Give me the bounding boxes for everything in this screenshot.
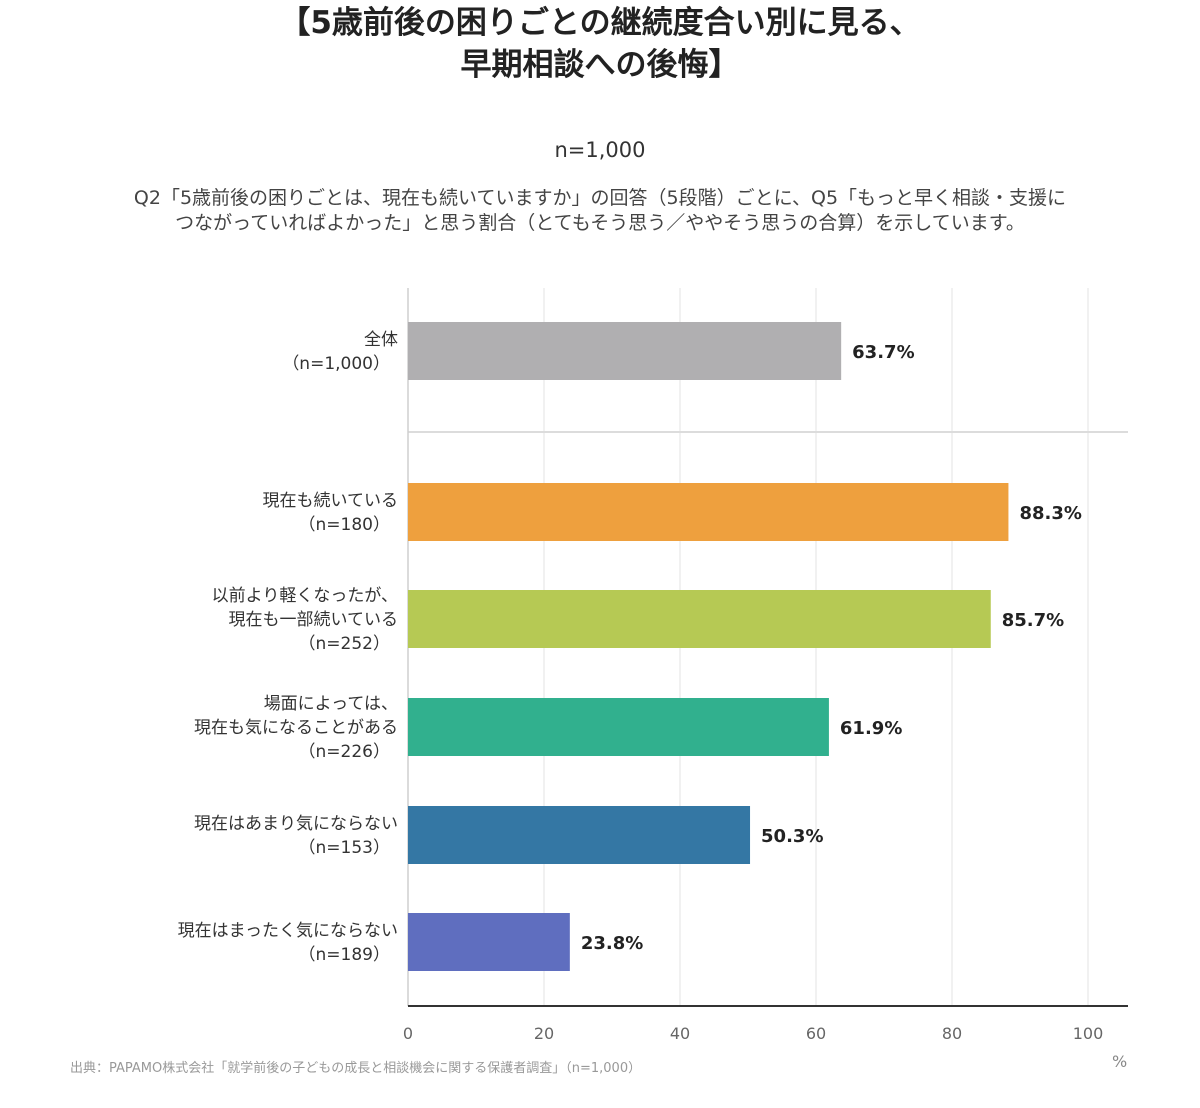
chart-title-line-2: 早期相談への後悔】 xyxy=(460,47,740,83)
bar-value-label: 63.7% xyxy=(852,342,914,363)
bar xyxy=(408,590,991,648)
category-label: 現在も一部続いている xyxy=(229,610,399,630)
category-label: 以前より軽くなったが、 xyxy=(212,586,398,606)
category-label: （n=252） xyxy=(299,634,390,654)
chart-title-line-1: 【5歳前後の困りごとの継続度合い別に見る、 xyxy=(279,5,921,41)
bar xyxy=(408,698,829,756)
category-label: （n=180） xyxy=(299,515,390,535)
bar-value-label: 23.8% xyxy=(581,933,643,954)
category-label: 現在はあまり気にならない xyxy=(194,814,398,834)
category-label: 現在はまったく気にならない xyxy=(178,921,398,941)
category-label: （n=153） xyxy=(299,838,390,858)
bar-value-label: 85.7% xyxy=(1002,610,1064,631)
bar-value-label: 50.3% xyxy=(761,826,823,847)
x-tick-label: 20 xyxy=(534,1024,554,1043)
bar xyxy=(408,806,751,864)
x-tick-label: 80 xyxy=(942,1024,962,1043)
category-label: 場面によっては、 xyxy=(264,694,398,714)
x-tick-label: 40 xyxy=(670,1024,690,1043)
category-label: （n=1,000） xyxy=(282,354,390,374)
category-label: （n=226） xyxy=(299,742,390,762)
description-line-2: つながっていればよかった」と思う割合（とてもそう思う／ややそう思うの合算）を示し… xyxy=(175,212,1025,234)
category-label: 全体 xyxy=(364,330,398,350)
category-label: （n=189） xyxy=(299,945,390,965)
bar xyxy=(408,322,842,380)
x-tick-label: 100 xyxy=(1073,1024,1104,1043)
x-tick-label: 0 xyxy=(403,1024,413,1043)
bar-value-label: 61.9% xyxy=(840,718,902,739)
category-label: 現在も気になることがある xyxy=(194,718,398,738)
bar xyxy=(408,483,1009,541)
x-tick-label: 60 xyxy=(806,1024,826,1043)
source-note: 出典：PAPAMO株式会社「就学前後の子どもの成長と相談機会に関する保護者調査」… xyxy=(70,1061,642,1076)
category-label: 現在も続いている xyxy=(263,491,399,511)
description-line-1: Q2「5歳前後の困りごとは、現在も続いていますか」の回答（5段階）ごとに、Q5「… xyxy=(133,187,1067,209)
bar-value-label: 88.3% xyxy=(1019,503,1081,524)
bar xyxy=(408,913,570,971)
sample-size-label: n=1,000 xyxy=(554,138,646,162)
x-axis-unit: % xyxy=(1112,1052,1128,1071)
